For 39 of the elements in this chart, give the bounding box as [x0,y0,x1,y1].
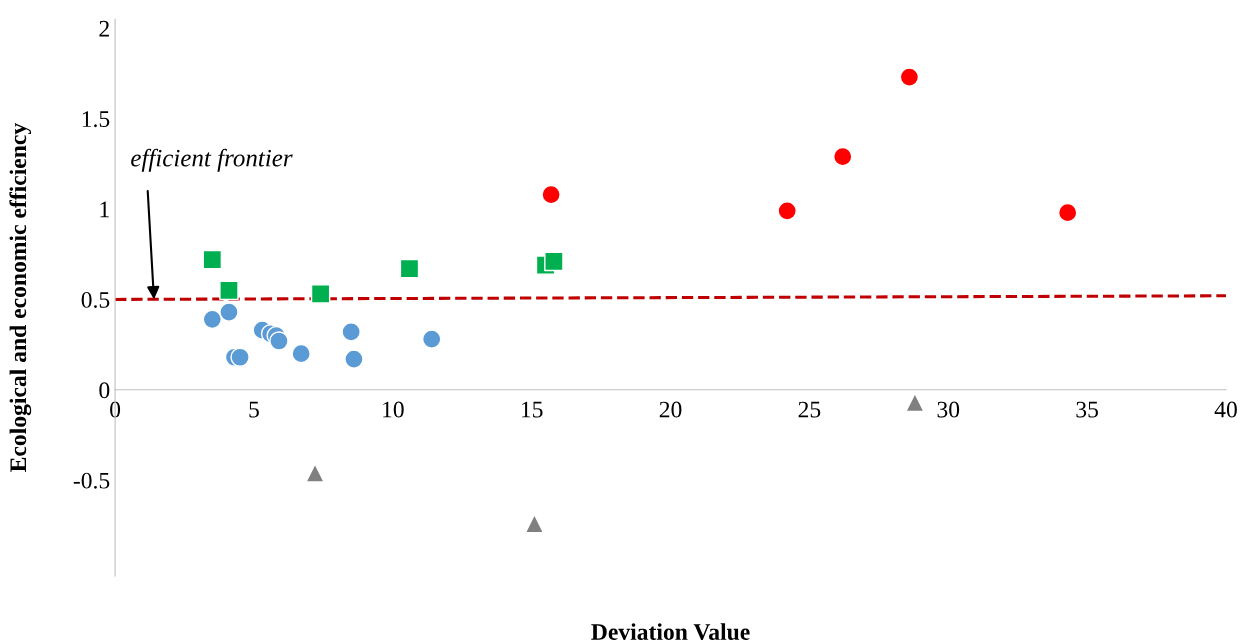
x-tick-label: 30 [937,401,960,418]
point [341,322,361,342]
annotation: efficient frontier [131,148,293,172]
point [541,184,561,205]
x-tick-label: 0 [110,401,121,418]
point [305,463,325,483]
point [1057,202,1078,223]
point [269,331,289,351]
point [399,258,420,279]
y-tick-label: 1 [100,201,109,218]
x-tick-label: 15 [521,401,543,418]
point [202,309,223,330]
point [421,329,442,349]
point [202,249,223,270]
x-tick-label: 35 [1076,401,1098,418]
x-tick-label: 5 [249,401,259,418]
x-tick-label: 40 [1214,401,1237,418]
point [832,146,853,167]
y-axis-title: Ecological and economic efficiency [9,123,32,472]
point [344,349,364,369]
point [905,392,925,413]
point [230,347,250,368]
y-tick-label: 2 [99,20,109,37]
y-tick-label: 1.5 [82,111,110,128]
point [524,513,545,534]
point [310,284,331,304]
y-tick-label: 0.5 [81,291,110,308]
point [291,343,311,364]
point [544,251,564,272]
point [219,302,239,322]
point [777,201,797,221]
x-tick-label: 25 [798,401,821,418]
y-tick-label: -0.5 [73,472,110,489]
x-tick-label: 20 [659,401,682,418]
y-tick-label: 0 [99,382,110,399]
point [899,67,920,87]
x-tick-label: 10 [383,401,404,418]
x-axis-title: Deviation Value [591,623,750,640]
point [219,280,239,301]
